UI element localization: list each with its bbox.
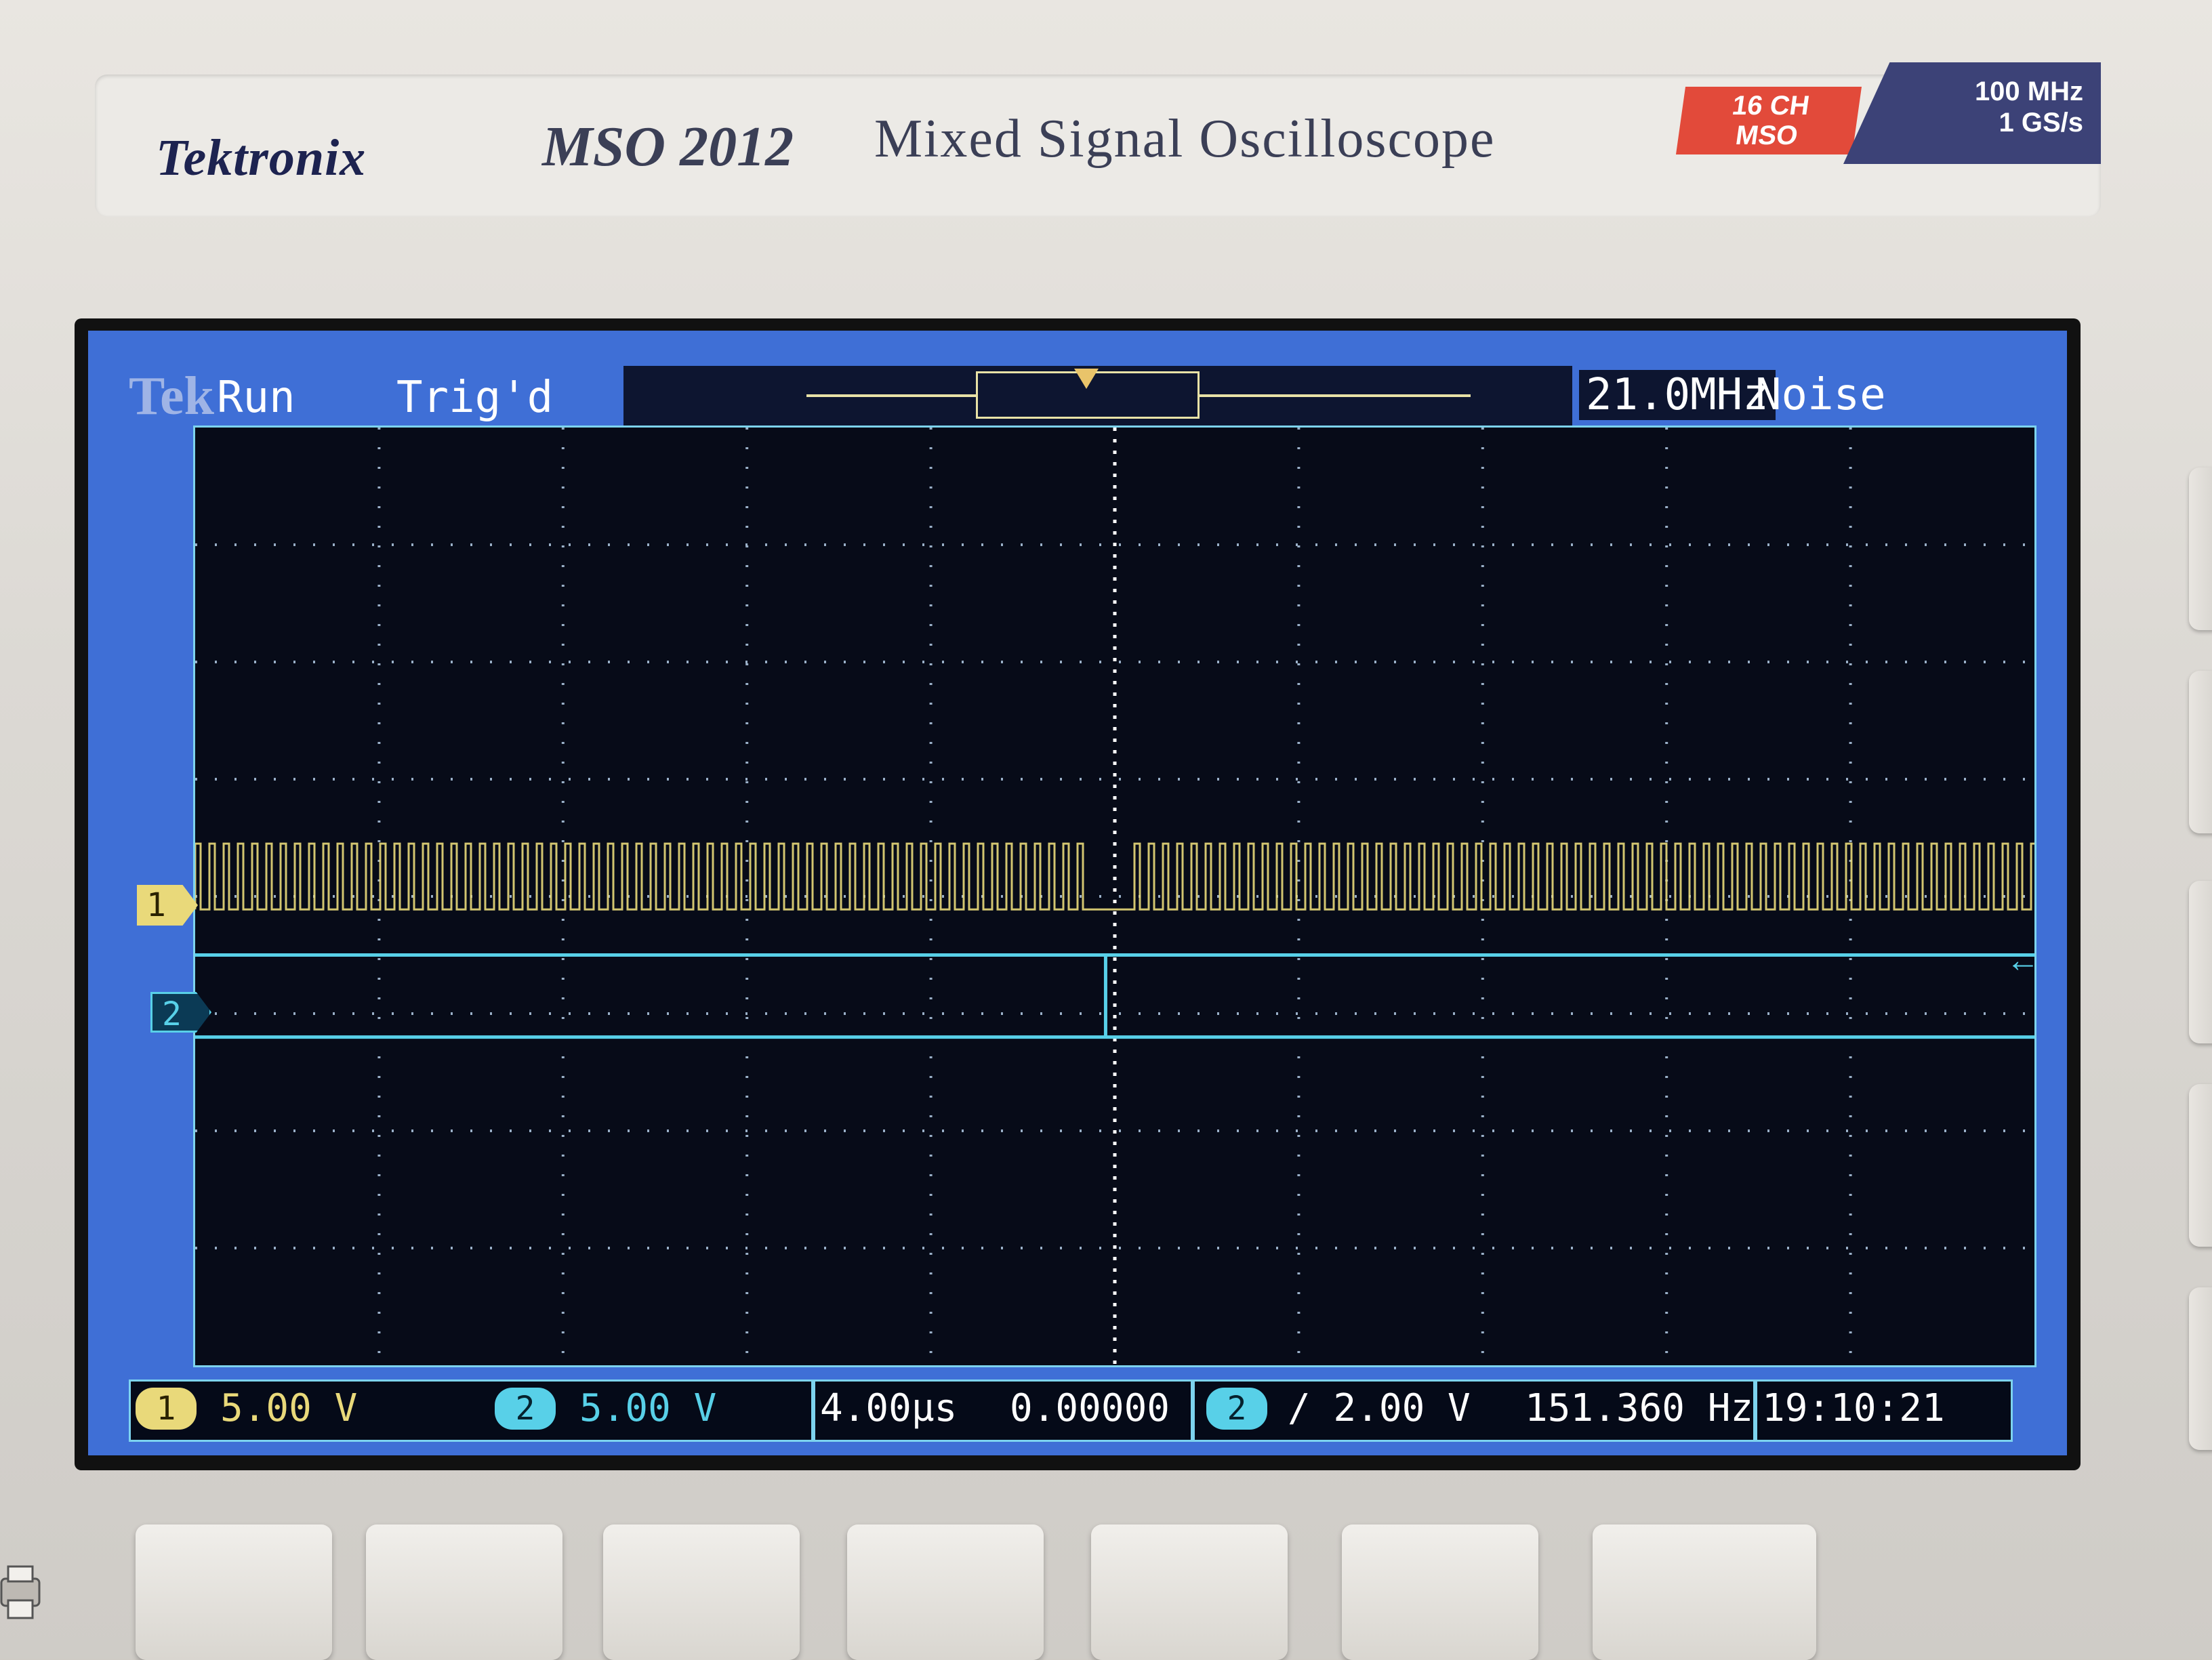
graticule-grid <box>195 428 2034 1365</box>
channel-scales-box <box>129 1379 813 1442</box>
side-key-3[interactable] <box>2189 881 2212 1043</box>
trigger-frequency: 151.360 Hz <box>1525 1386 1754 1430</box>
trigger-box <box>1193 1379 1755 1442</box>
record-view <box>623 366 1572 426</box>
side-key-4[interactable] <box>2189 1084 2212 1247</box>
ch1-marker-label: 1 <box>146 886 166 924</box>
tek-logo: Tek <box>129 367 215 426</box>
run-state: Run <box>217 373 295 423</box>
ch2-scale[interactable]: 5.00 V <box>579 1386 717 1430</box>
softkey-5[interactable] <box>1091 1524 1288 1660</box>
softkey-3[interactable] <box>603 1524 800 1660</box>
side-key-5[interactable] <box>2189 1287 2212 1450</box>
record-line-left <box>806 394 976 397</box>
bandwidth-spec: 100 MHz <box>1974 77 2083 106</box>
readout-bar: 1 5.00 V 2 5.00 V 4.00µs 0.00000 s 2 ∕ 2… <box>129 1373 2053 1447</box>
sample-rate-spec: 1 GS/s <box>1999 108 2083 138</box>
horizontal-scale[interactable]: 4.00µs <box>820 1386 958 1430</box>
trigger-level-icon: ← <box>2006 941 2040 979</box>
badge-channels: 16 CH <box>1730 91 1811 121</box>
ch2-badge[interactable]: 2 <box>495 1388 556 1430</box>
scope-display: Tek Run Trig'd 21.0MHz Noise Filter 1 2 … <box>88 331 2067 1455</box>
trigger-source-badge[interactable]: 2 <box>1206 1388 1267 1430</box>
trigger-position-icon <box>1074 369 1099 389</box>
spec-badge: 100 MHz 1 GS/s <box>1843 62 2101 164</box>
model-name: MSO 2012 <box>542 115 794 178</box>
trigger-state: Trig'd <box>396 373 554 423</box>
waveform-graticule <box>193 426 2036 1367</box>
ch1-badge[interactable]: 1 <box>136 1388 197 1430</box>
horizontal-position[interactable]: 0.00000 s <box>1010 1386 1216 1430</box>
softkey-1[interactable] <box>136 1524 332 1660</box>
side-key-1[interactable] <box>2189 468 2212 630</box>
ch2-ground-marker[interactable]: 2 <box>150 992 211 1033</box>
print-icon[interactable] <box>0 1558 41 1626</box>
status-bar: Tek Run Trig'd 21.0MHz Noise Filter <box>88 331 2067 470</box>
model-subtitle: Mixed Signal Oscilloscope <box>874 109 1496 169</box>
channel-badge: 16 CH MSO <box>1675 87 1862 154</box>
clock-box <box>1755 1379 2013 1442</box>
brand-logo: Tektronix <box>156 129 367 186</box>
ch2-marker-label: 2 <box>162 995 182 1033</box>
record-line-right <box>1200 394 1471 397</box>
softkey-6[interactable] <box>1342 1524 1538 1660</box>
badge-type: MSO <box>1734 121 1800 150</box>
timebase-box <box>813 1379 1193 1442</box>
ch1-ground-marker[interactable]: 1 <box>137 885 198 926</box>
bandwidth-limit: 21.0MHz <box>1579 370 1776 420</box>
clock: 19:10:21 <box>1762 1386 1945 1430</box>
side-key-2[interactable] <box>2189 671 2212 833</box>
ch1-scale[interactable]: 5.00 V <box>220 1386 358 1430</box>
ch1-waveform <box>195 842 2034 911</box>
trigger-level[interactable]: ∕ 2.00 V <box>1288 1386 1471 1430</box>
softkey-4[interactable] <box>847 1524 1044 1660</box>
softkey-7[interactable] <box>1593 1524 1816 1660</box>
softkey-2[interactable] <box>366 1524 562 1660</box>
